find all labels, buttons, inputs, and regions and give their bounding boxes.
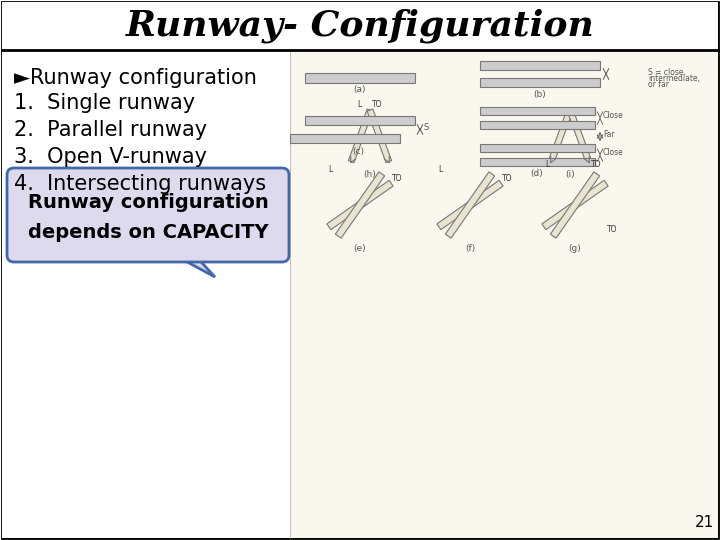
Text: (h): (h) xyxy=(364,170,377,179)
Text: 21: 21 xyxy=(696,515,715,530)
Text: TO: TO xyxy=(607,225,618,234)
Text: (g): (g) xyxy=(569,244,581,253)
Polygon shape xyxy=(336,172,384,238)
Text: (d): (d) xyxy=(531,169,544,178)
Text: 1.  Single runway: 1. Single runway xyxy=(14,93,195,113)
Text: 4.  Intersecting runways: 4. Intersecting runways xyxy=(14,174,266,194)
Text: (b): (b) xyxy=(534,90,546,99)
Text: S = close,: S = close, xyxy=(648,68,686,77)
Text: TO: TO xyxy=(372,100,382,109)
Text: (i): (i) xyxy=(565,170,575,179)
Text: ►Runway configuration: ►Runway configuration xyxy=(14,68,257,88)
Text: (f): (f) xyxy=(465,244,475,253)
Polygon shape xyxy=(567,109,592,163)
Text: TO: TO xyxy=(591,160,601,168)
Polygon shape xyxy=(327,180,393,230)
Text: Close: Close xyxy=(603,148,624,157)
Polygon shape xyxy=(161,248,215,277)
Bar xyxy=(305,73,415,83)
Bar xyxy=(290,134,400,143)
FancyBboxPatch shape xyxy=(7,168,289,262)
Bar xyxy=(290,50,718,538)
Polygon shape xyxy=(542,180,608,230)
Text: Runway configuration: Runway configuration xyxy=(27,193,269,213)
Bar xyxy=(480,144,595,152)
Bar xyxy=(480,61,600,70)
Text: L: L xyxy=(438,165,442,174)
Text: 2.  Parallel runway: 2. Parallel runway xyxy=(14,120,207,140)
Text: Close: Close xyxy=(603,111,624,120)
Text: Far: Far xyxy=(603,130,615,139)
Bar xyxy=(480,78,600,87)
Text: 3.  Open V-runway: 3. Open V-runway xyxy=(14,147,207,167)
Polygon shape xyxy=(437,180,503,230)
Text: (a): (a) xyxy=(354,85,366,94)
Polygon shape xyxy=(367,109,392,163)
Text: (c): (c) xyxy=(352,147,364,156)
Polygon shape xyxy=(550,172,600,238)
Text: S: S xyxy=(423,123,428,132)
Bar xyxy=(2,2,718,50)
Text: L: L xyxy=(545,160,549,168)
Bar xyxy=(480,158,595,166)
Bar xyxy=(480,121,595,129)
Bar xyxy=(305,116,415,125)
Polygon shape xyxy=(348,109,373,163)
Text: L: L xyxy=(358,100,362,109)
Text: depends on CAPACITY: depends on CAPACITY xyxy=(27,223,269,242)
Text: L: L xyxy=(328,165,332,174)
Text: TO: TO xyxy=(392,174,402,183)
Bar xyxy=(480,107,595,115)
Polygon shape xyxy=(549,109,573,163)
Text: Runway- Configuration: Runway- Configuration xyxy=(125,9,595,43)
Bar xyxy=(2,50,290,538)
Text: or far: or far xyxy=(648,80,669,89)
Text: TO: TO xyxy=(502,174,513,183)
Text: (e): (e) xyxy=(354,244,366,253)
Text: intermediate,: intermediate, xyxy=(648,74,700,83)
Polygon shape xyxy=(446,172,495,238)
